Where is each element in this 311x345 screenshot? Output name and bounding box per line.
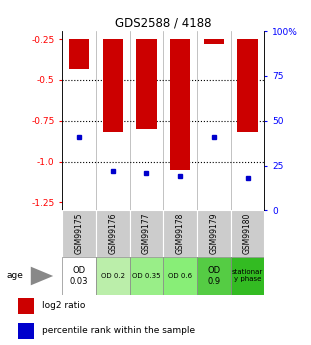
Bar — [130, 210, 163, 257]
Bar — [204, 39, 224, 44]
Bar — [231, 210, 264, 257]
Text: OD 0.6: OD 0.6 — [168, 273, 192, 279]
Text: GSM99177: GSM99177 — [142, 213, 151, 255]
Bar — [136, 39, 156, 129]
Bar — [62, 257, 96, 295]
Polygon shape — [31, 267, 53, 285]
Text: stationar
y phase: stationar y phase — [232, 269, 263, 283]
Bar — [197, 257, 231, 295]
Bar — [231, 257, 264, 295]
Bar — [103, 39, 123, 132]
Bar — [96, 210, 130, 257]
Text: GSM99179: GSM99179 — [209, 213, 218, 255]
Text: OD
0.9: OD 0.9 — [207, 266, 220, 286]
Bar — [197, 210, 231, 257]
Text: age: age — [6, 272, 23, 280]
Text: GSM99178: GSM99178 — [176, 213, 185, 254]
Text: log2 ratio: log2 ratio — [42, 301, 85, 310]
Text: GSM99180: GSM99180 — [243, 213, 252, 254]
Bar — [163, 210, 197, 257]
Text: GSM99176: GSM99176 — [108, 213, 117, 255]
Text: GSM99175: GSM99175 — [75, 213, 84, 255]
Bar — [170, 39, 190, 170]
Bar — [18, 298, 34, 314]
Text: OD 0.2: OD 0.2 — [101, 273, 125, 279]
Bar — [18, 323, 34, 339]
Bar — [237, 39, 258, 132]
Bar — [130, 257, 163, 295]
Text: OD
0.03: OD 0.03 — [70, 266, 88, 286]
Title: GDS2588 / 4188: GDS2588 / 4188 — [115, 17, 211, 30]
Bar — [163, 257, 197, 295]
Bar — [62, 210, 96, 257]
Text: OD 0.35: OD 0.35 — [132, 273, 161, 279]
Bar — [96, 257, 130, 295]
Bar — [69, 39, 89, 69]
Text: percentile rank within the sample: percentile rank within the sample — [42, 326, 195, 335]
